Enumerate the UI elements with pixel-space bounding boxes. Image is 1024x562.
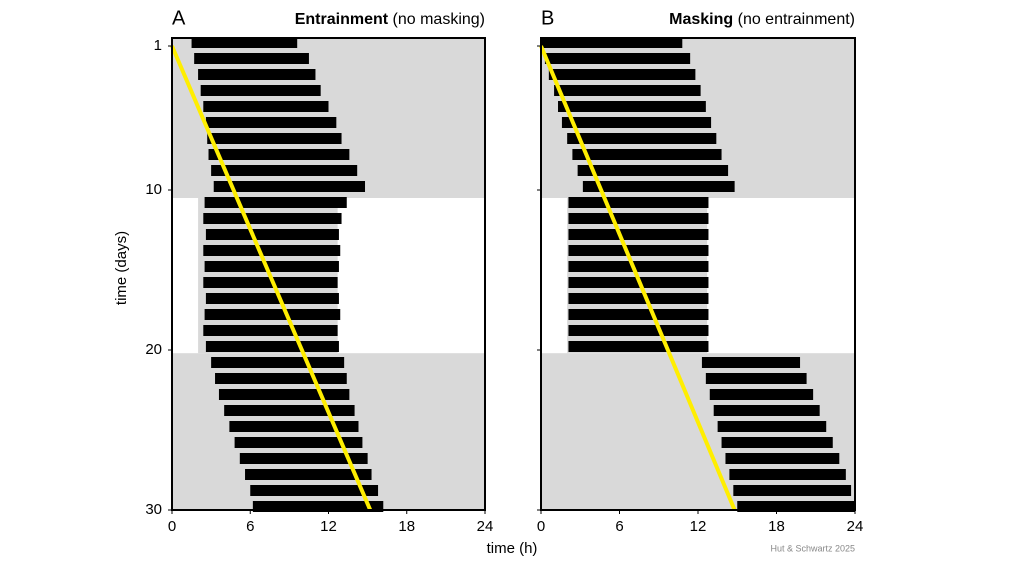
title-bold: Masking — [669, 11, 733, 28]
activity-bout — [737, 501, 855, 512]
activity-bout — [203, 213, 342, 224]
title-bold: Entrainment — [295, 11, 389, 28]
activity-bout — [200, 85, 321, 96]
activity-bout — [211, 357, 345, 368]
title-note: (no masking) — [393, 11, 485, 28]
activity-bout — [717, 421, 827, 432]
activity-bout — [568, 293, 709, 304]
activity-bout — [572, 149, 722, 160]
activity-bout — [733, 485, 852, 496]
activity-bout — [239, 453, 368, 464]
activity-bout — [205, 117, 337, 128]
activity-bout — [234, 437, 363, 448]
y-axis-label: time (days) — [113, 231, 130, 305]
activity-bout — [191, 37, 298, 48]
activity-bout — [203, 277, 338, 288]
activity-bout — [211, 165, 358, 176]
activity-bout — [205, 229, 339, 240]
activity-bout — [204, 261, 339, 272]
title-note: (no entrainment) — [738, 11, 855, 28]
x-axis-label: time (h) — [487, 540, 538, 557]
activity-bout — [541, 37, 683, 48]
activity-bout — [568, 261, 709, 272]
activity-bout — [252, 501, 384, 512]
x-tick-label: 12 — [690, 518, 707, 535]
activity-bout — [558, 101, 706, 112]
credit: Hut & Schwartz 2025 — [770, 543, 855, 553]
activity-bout — [721, 437, 833, 448]
activity-bout — [548, 69, 696, 80]
activity-bout — [194, 53, 309, 64]
activity-bout — [701, 357, 801, 368]
x-tick-label: 0 — [168, 518, 176, 535]
y-tick-label: 10 — [145, 181, 162, 198]
activity-bout — [215, 373, 347, 384]
panel-title: Masking (no entrainment) — [669, 11, 855, 28]
x-tick-label: 24 — [847, 518, 864, 535]
activity-bout — [245, 469, 372, 480]
activity-bout — [198, 69, 316, 80]
activity-bout — [713, 405, 820, 416]
x-tick-label: 18 — [398, 518, 415, 535]
activity-bout — [204, 309, 341, 320]
panel-title: Entrainment (no masking) — [295, 11, 485, 28]
activity-bout — [205, 293, 339, 304]
activity-bout — [218, 389, 350, 400]
activity-bout — [203, 245, 341, 256]
x-tick-label: 6 — [615, 518, 623, 535]
activity-bout — [705, 373, 807, 384]
x-tick-label: 24 — [477, 518, 494, 535]
activity-bout — [567, 133, 717, 144]
activity-bout — [577, 165, 729, 176]
activity-bout — [568, 229, 709, 240]
activity-bout — [568, 309, 709, 320]
phase-line — [170, 45, 373, 511]
activity-bout — [729, 469, 846, 480]
activity-bout — [554, 85, 701, 96]
activity-bout — [582, 181, 735, 192]
activity-bout — [568, 197, 709, 208]
y-tick-label: 1 — [154, 37, 162, 54]
activity-bout — [561, 117, 712, 128]
phase-line — [539, 45, 737, 511]
x-tick-label: 18 — [768, 518, 785, 535]
panel-label: A — [172, 7, 186, 29]
x-tick-label: 12 — [320, 518, 337, 535]
x-tick-label: 6 — [246, 518, 254, 535]
activity-bout — [250, 485, 379, 496]
activity-bout — [213, 181, 366, 192]
panel-label: B — [541, 7, 554, 29]
activity-bout — [207, 133, 342, 144]
activity-bout — [224, 405, 355, 416]
activity-bout — [725, 453, 840, 464]
x-tick-label: 0 — [537, 518, 545, 535]
activity-bout — [208, 149, 350, 160]
activity-bout — [204, 197, 347, 208]
activity-bout — [568, 341, 709, 352]
activity-bout — [203, 101, 329, 112]
y-tick-label: 30 — [145, 501, 162, 518]
activity-bout — [203, 325, 338, 336]
activity-bout — [568, 245, 709, 256]
activity-bout — [568, 213, 709, 224]
activity-bout — [568, 325, 709, 336]
activity-bout — [709, 389, 814, 400]
activity-bout — [544, 53, 691, 64]
y-tick-label: 20 — [145, 341, 162, 358]
activity-bout — [205, 341, 339, 352]
activity-bout — [229, 421, 359, 432]
